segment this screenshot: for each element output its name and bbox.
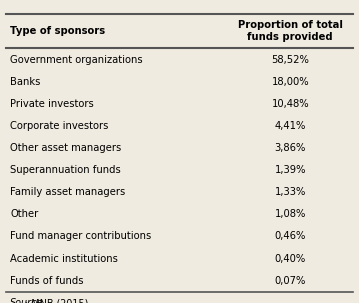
Text: Banks: Banks <box>10 77 41 87</box>
Text: Corporate investors: Corporate investors <box>10 121 108 131</box>
Text: Superannuation funds: Superannuation funds <box>10 165 121 175</box>
Text: Family asset managers: Family asset managers <box>10 187 125 197</box>
Text: 10,48%: 10,48% <box>271 99 309 109</box>
Text: Other asset managers: Other asset managers <box>10 143 121 153</box>
Text: Funds of funds: Funds of funds <box>10 276 84 286</box>
Text: 1,33%: 1,33% <box>275 187 306 197</box>
Text: 58,52%: 58,52% <box>271 55 309 65</box>
Text: 1,39%: 1,39% <box>275 165 306 175</box>
Text: 3,86%: 3,86% <box>275 143 306 153</box>
Text: : MNB (2015): : MNB (2015) <box>25 298 88 303</box>
Text: 0,40%: 0,40% <box>275 254 306 264</box>
Text: Source: Source <box>10 298 43 303</box>
Text: 0,46%: 0,46% <box>275 231 306 241</box>
Text: Private investors: Private investors <box>10 99 94 109</box>
Text: Other: Other <box>10 209 38 219</box>
Text: 18,00%: 18,00% <box>271 77 309 87</box>
Text: Government organizations: Government organizations <box>10 55 143 65</box>
Text: 4,41%: 4,41% <box>275 121 306 131</box>
Text: Proportion of total
funds provided: Proportion of total funds provided <box>238 20 343 42</box>
Text: Fund manager contributions: Fund manager contributions <box>10 231 151 241</box>
Text: Type of sponsors: Type of sponsors <box>10 26 105 36</box>
Text: Academic institutions: Academic institutions <box>10 254 118 264</box>
Text: 0,07%: 0,07% <box>275 276 306 286</box>
Text: 1,08%: 1,08% <box>275 209 306 219</box>
